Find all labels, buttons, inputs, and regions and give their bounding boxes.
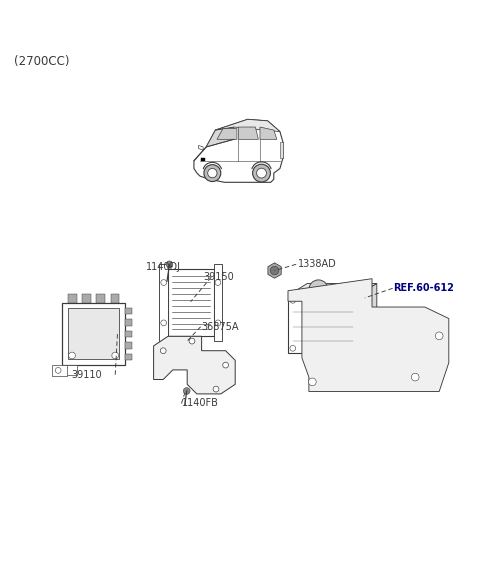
Circle shape <box>112 352 119 359</box>
Polygon shape <box>68 294 77 303</box>
Text: 39150: 39150 <box>203 272 234 282</box>
Polygon shape <box>125 307 132 314</box>
Polygon shape <box>288 295 358 353</box>
Circle shape <box>350 298 356 303</box>
Circle shape <box>309 280 328 299</box>
Polygon shape <box>52 365 67 376</box>
Circle shape <box>215 280 221 285</box>
Polygon shape <box>110 294 119 303</box>
Polygon shape <box>216 119 280 132</box>
Circle shape <box>69 352 75 359</box>
Polygon shape <box>239 127 258 139</box>
Polygon shape <box>260 127 277 139</box>
Circle shape <box>215 320 221 325</box>
Polygon shape <box>358 284 377 353</box>
Polygon shape <box>280 142 283 158</box>
Polygon shape <box>82 294 91 303</box>
Polygon shape <box>206 127 234 147</box>
Text: 36875A: 36875A <box>202 321 239 332</box>
Polygon shape <box>201 158 205 161</box>
Polygon shape <box>194 119 283 183</box>
Polygon shape <box>288 279 449 391</box>
Text: 1140DJ: 1140DJ <box>146 262 181 272</box>
Text: 39110: 39110 <box>71 370 102 380</box>
Circle shape <box>55 367 61 373</box>
Circle shape <box>257 168 266 178</box>
Polygon shape <box>125 319 132 325</box>
Circle shape <box>183 388 190 395</box>
Polygon shape <box>125 331 132 337</box>
Polygon shape <box>159 264 168 341</box>
Circle shape <box>213 386 219 392</box>
Circle shape <box>223 362 228 368</box>
Circle shape <box>270 266 279 275</box>
Circle shape <box>208 168 217 177</box>
Polygon shape <box>268 263 281 278</box>
Circle shape <box>161 320 167 325</box>
Polygon shape <box>168 269 214 336</box>
Circle shape <box>252 164 270 182</box>
Text: 1338AD: 1338AD <box>298 259 336 269</box>
Polygon shape <box>125 342 132 349</box>
Circle shape <box>160 348 166 354</box>
Text: 1140FB: 1140FB <box>182 399 219 408</box>
Polygon shape <box>217 129 237 139</box>
Circle shape <box>204 164 221 181</box>
Text: (2700CC): (2700CC) <box>14 56 70 69</box>
Circle shape <box>166 261 173 268</box>
Circle shape <box>161 280 167 285</box>
Circle shape <box>350 345 356 351</box>
Polygon shape <box>125 354 132 360</box>
Polygon shape <box>214 264 222 341</box>
Circle shape <box>411 373 419 381</box>
Polygon shape <box>96 294 105 303</box>
Circle shape <box>435 332 443 340</box>
Circle shape <box>290 345 296 351</box>
Polygon shape <box>288 284 377 295</box>
Circle shape <box>290 298 296 303</box>
Polygon shape <box>154 336 235 394</box>
Polygon shape <box>62 365 77 375</box>
Polygon shape <box>62 303 125 365</box>
Polygon shape <box>199 146 203 150</box>
Circle shape <box>309 378 316 386</box>
Text: REF.60-612: REF.60-612 <box>394 284 455 293</box>
Polygon shape <box>68 308 119 359</box>
Circle shape <box>189 338 195 344</box>
